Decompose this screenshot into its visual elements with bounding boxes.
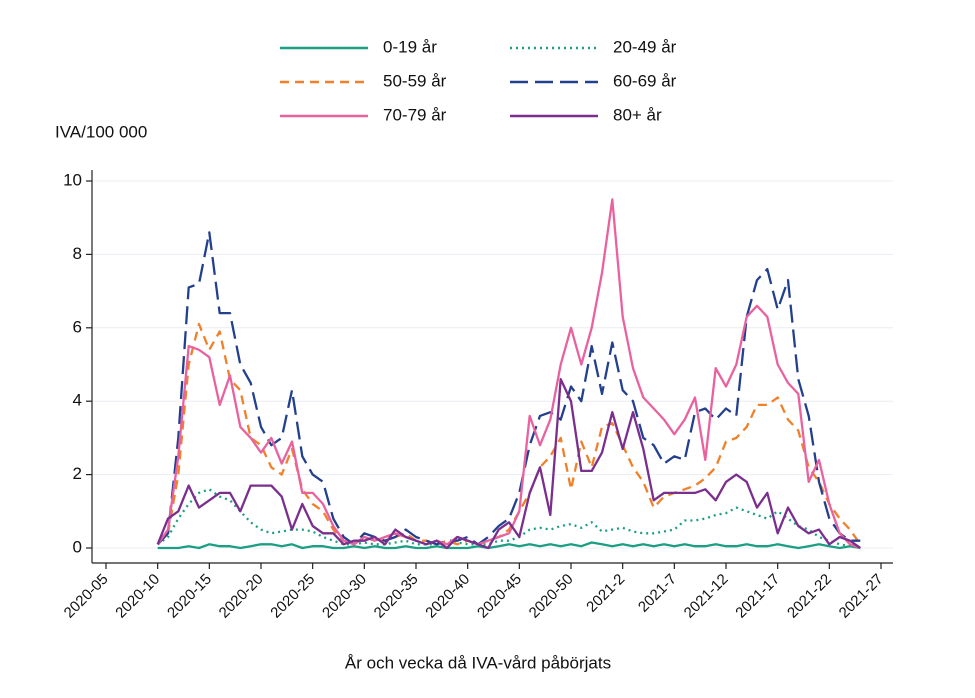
x-tick-label: 2021-2 — [583, 571, 628, 616]
x-tick-label: 2020-20 — [216, 571, 267, 622]
y-tick-label: 8 — [73, 244, 82, 263]
x-tick-label: 2020-40 — [422, 571, 473, 622]
x-tick-label: 2020-10 — [112, 571, 163, 622]
x-tick-label: 2021-7 — [635, 571, 680, 616]
legend-label: 70-79 år — [383, 105, 447, 124]
y-tick-label: 2 — [73, 464, 82, 483]
legend-label: 80+ år — [613, 105, 662, 124]
x-tick-label: 2020-25 — [267, 571, 318, 622]
x-tick-label: 2021-27 — [836, 571, 887, 622]
legend-label: 60-69 år — [613, 71, 677, 90]
series-line — [156, 322, 862, 546]
series-line — [157, 541, 861, 550]
x-tick-label: 2021-22 — [784, 571, 835, 622]
legend-label: 50-59 år — [383, 71, 447, 90]
x-axis-label: År och vecka då IVA-vård påbörjats — [345, 653, 611, 672]
y-tick-label: 0 — [73, 537, 82, 556]
x-tick-label: 2020-15 — [164, 571, 215, 622]
series-line — [156, 231, 861, 546]
series-line — [156, 198, 861, 550]
x-tick-label: 2021-17 — [732, 571, 783, 622]
y-tick-label: 4 — [73, 391, 82, 410]
y-tick-label: 6 — [73, 317, 82, 336]
x-tick-label: 2020-45 — [474, 571, 525, 622]
x-tick-label: 2020-30 — [319, 571, 370, 622]
y-tick-label: 10 — [63, 170, 82, 189]
legend-label: 0-19 år — [383, 37, 437, 56]
y-axis-label: IVA/100 000 — [55, 122, 147, 141]
x-tick-label: 2020-35 — [371, 571, 422, 622]
x-tick-label: 2020-50 — [526, 571, 577, 622]
series-line — [156, 378, 861, 550]
x-tick-label: 2021-12 — [681, 571, 732, 622]
x-tick-label: 2020-05 — [61, 571, 112, 622]
legend-label: 20-49 år — [613, 37, 677, 56]
series-line — [157, 488, 861, 548]
